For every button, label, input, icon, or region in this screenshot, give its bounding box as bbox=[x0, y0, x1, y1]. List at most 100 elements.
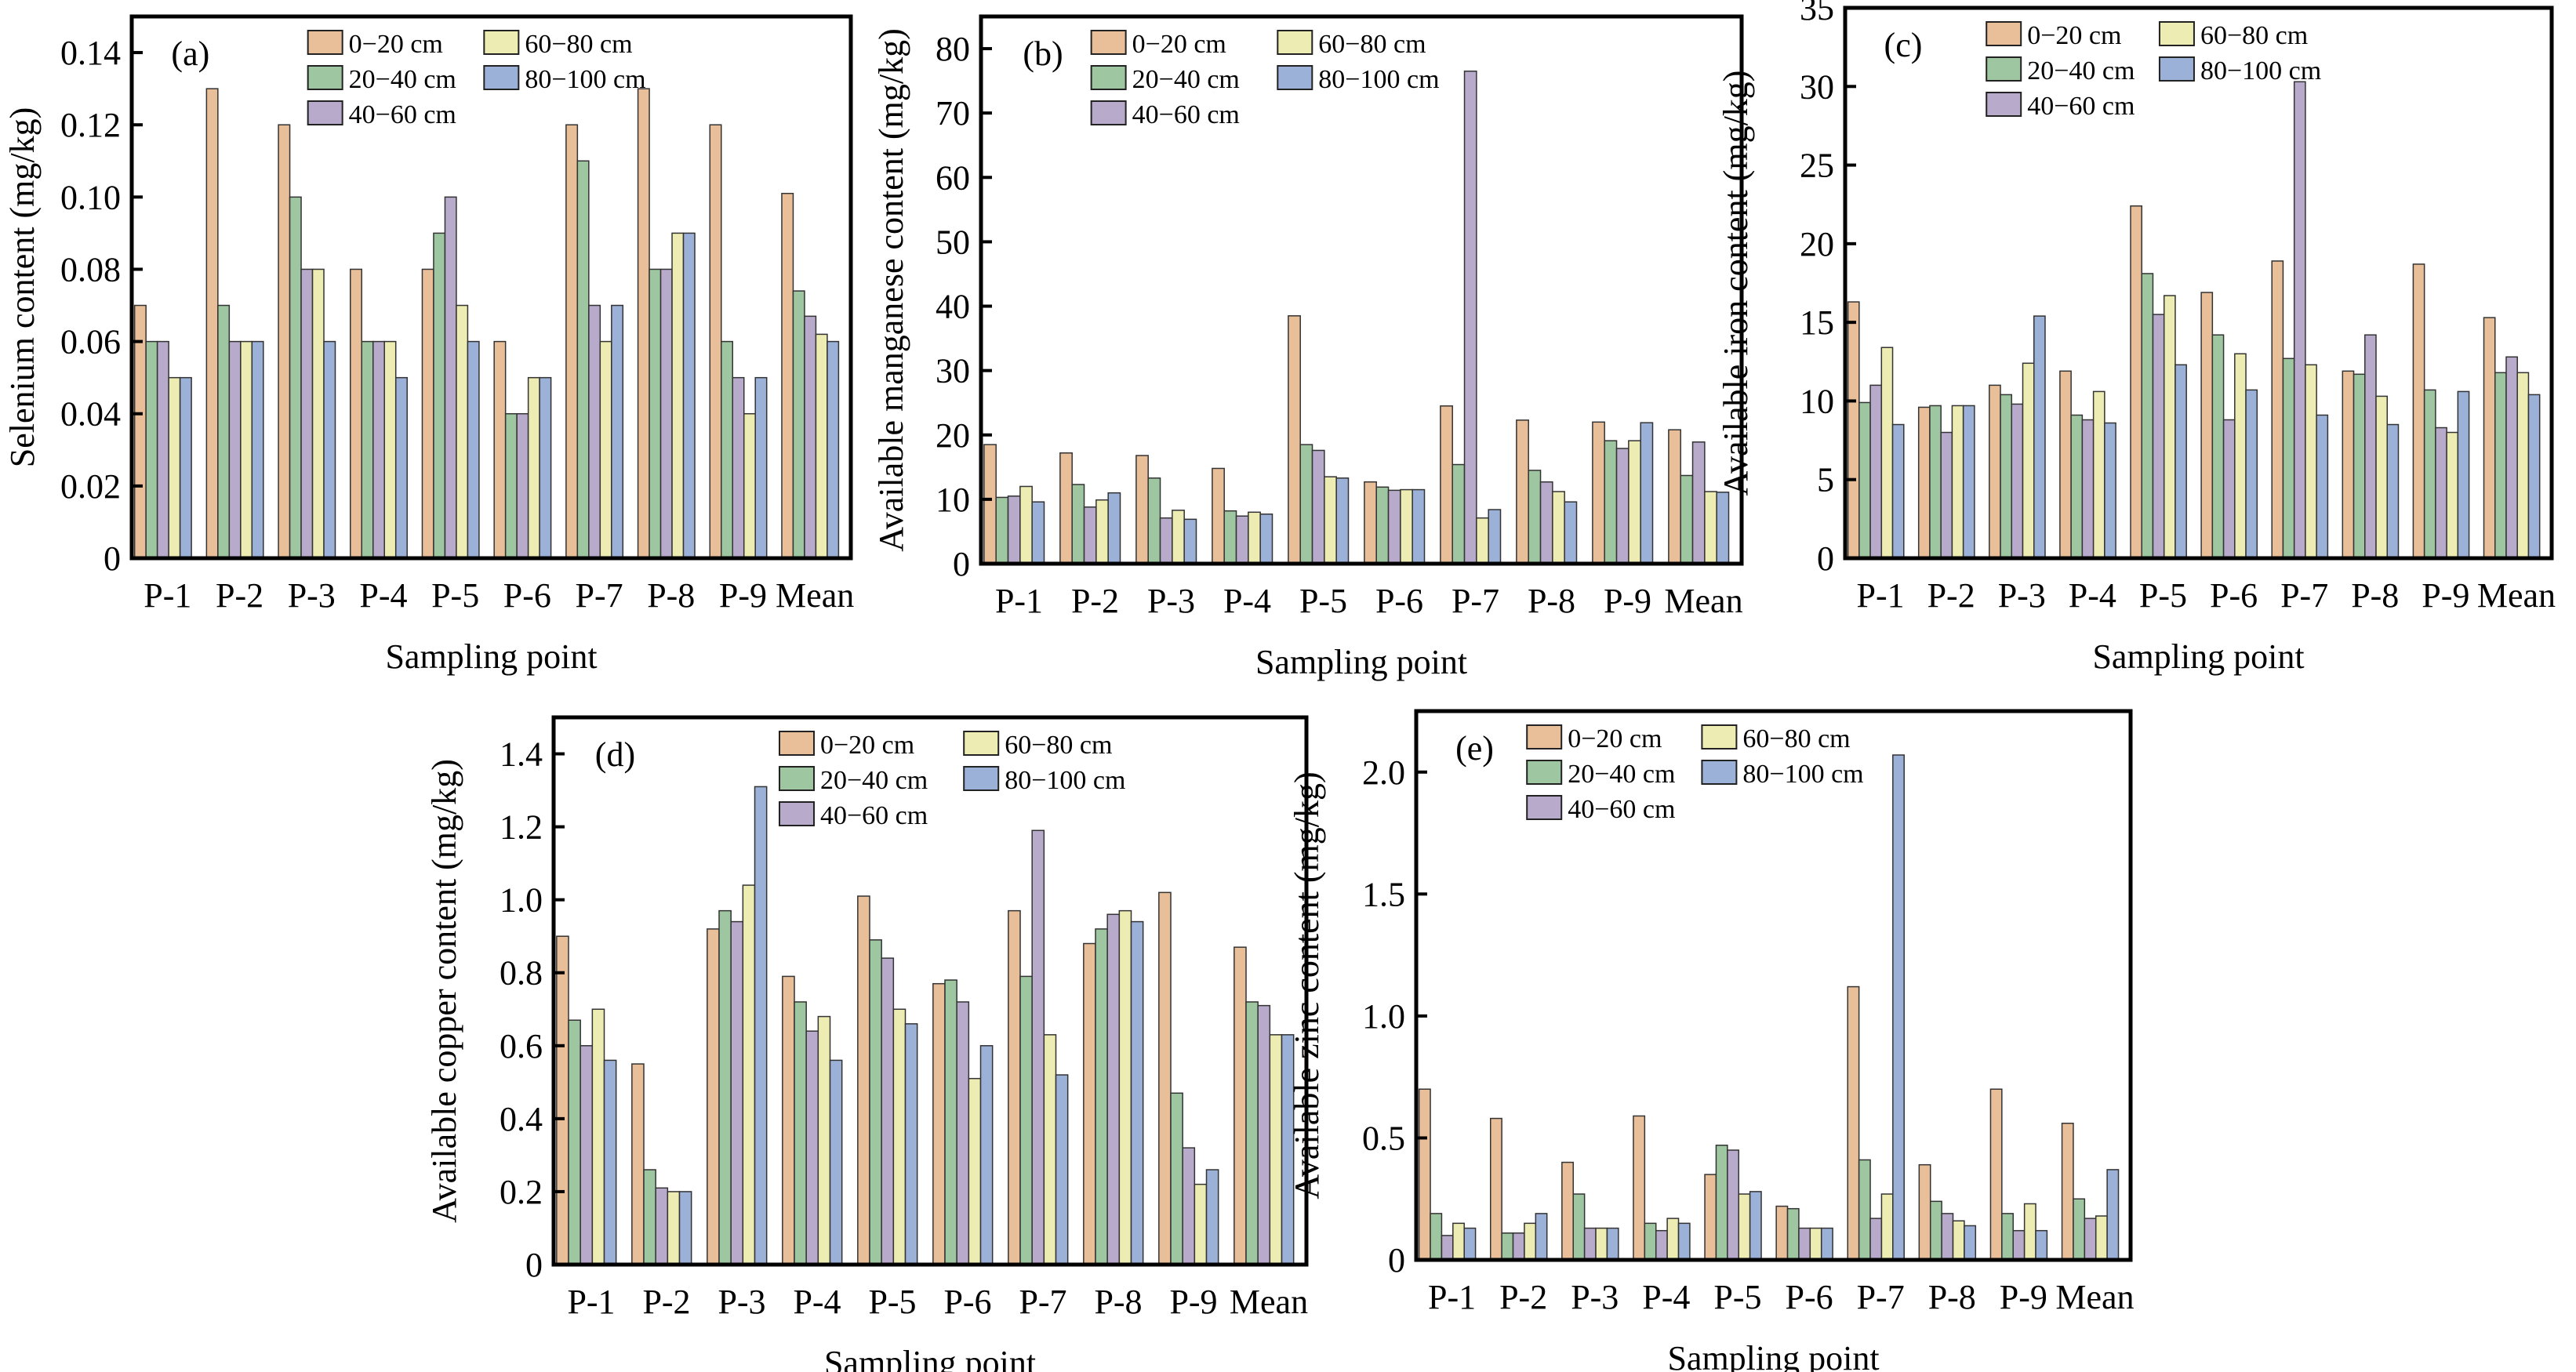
legend-item: 80−100 cm bbox=[483, 65, 646, 94]
bar bbox=[2505, 356, 2518, 559]
y-tick-label: 20 bbox=[1800, 225, 1834, 263]
bar bbox=[1071, 484, 1085, 564]
x-tick-label: P-9 bbox=[719, 576, 767, 615]
bar bbox=[2222, 419, 2236, 559]
legend-swatch bbox=[1526, 724, 1563, 750]
bar bbox=[576, 160, 590, 559]
legend-item: 0−20 cm bbox=[1090, 30, 1226, 59]
legend-item: 20−40 cm bbox=[779, 766, 928, 795]
legend-swatch bbox=[2158, 21, 2195, 46]
legend-swatch bbox=[483, 65, 520, 90]
y-tick-label: 0.12 bbox=[60, 106, 121, 144]
bar bbox=[2375, 395, 2388, 559]
bar bbox=[565, 124, 579, 559]
bar bbox=[2527, 394, 2541, 559]
bar bbox=[1083, 506, 1097, 564]
x-axis-label: Sampling point bbox=[1667, 1339, 1879, 1372]
legend-label: 80−100 cm bbox=[1318, 65, 1439, 94]
x-tick-label: P-4 bbox=[1223, 582, 1271, 620]
plot-frame bbox=[979, 14, 1744, 566]
legend-item: 0−20 cm bbox=[1986, 21, 2121, 50]
legend-swatch bbox=[1277, 30, 1313, 55]
x-tick-label: P-4 bbox=[1642, 1278, 1690, 1316]
y-tick-label: 0.02 bbox=[60, 467, 121, 506]
y-tick-label: 10 bbox=[936, 481, 970, 519]
legend-label: 40−60 cm bbox=[349, 100, 456, 129]
bar bbox=[829, 1059, 843, 1265]
bar bbox=[588, 304, 601, 559]
bar bbox=[1106, 913, 1121, 1265]
legend-swatch bbox=[779, 801, 815, 826]
legend-swatch bbox=[1526, 760, 1563, 785]
bar bbox=[1430, 1213, 1443, 1261]
bar bbox=[1043, 1034, 1057, 1265]
bar bbox=[1158, 891, 1172, 1265]
bar bbox=[1727, 1149, 1739, 1261]
x-tick-label: P-8 bbox=[1528, 582, 1575, 620]
legend-item: 40−60 cm bbox=[779, 801, 928, 830]
y-tick-label: 15 bbox=[1800, 303, 1834, 342]
legend-swatch bbox=[1986, 92, 2022, 117]
bar bbox=[2494, 372, 2507, 559]
bar bbox=[1615, 448, 1630, 564]
bar bbox=[1440, 405, 1453, 564]
bar bbox=[1539, 481, 1553, 564]
bar bbox=[1235, 515, 1249, 564]
bar bbox=[580, 1045, 594, 1265]
panel-label: (b) bbox=[1023, 34, 1063, 73]
bar bbox=[667, 1191, 681, 1265]
bar bbox=[742, 884, 756, 1265]
bar bbox=[1364, 481, 1377, 564]
x-tick-label: P-6 bbox=[1785, 1278, 1833, 1316]
legend-swatch bbox=[779, 731, 815, 756]
bar bbox=[1418, 1088, 1431, 1261]
legend-item: 20−40 cm bbox=[307, 65, 456, 94]
legend-swatch bbox=[1090, 65, 1127, 90]
bar bbox=[2211, 334, 2225, 559]
x-tick-label: P-4 bbox=[793, 1283, 841, 1321]
bar bbox=[1572, 1193, 1586, 1261]
legend-label: 80−100 cm bbox=[1005, 766, 1125, 795]
x-tick-label: P-5 bbox=[2139, 576, 2187, 615]
legend-item: 20−40 cm bbox=[1526, 760, 1675, 789]
panel-label: (d) bbox=[595, 735, 635, 774]
bar bbox=[817, 1015, 831, 1265]
bar bbox=[1809, 1227, 1822, 1261]
bar bbox=[1952, 1220, 1965, 1261]
legend-label: 60−80 cm bbox=[525, 30, 632, 59]
bar bbox=[289, 196, 302, 559]
x-tick-label: P-2 bbox=[216, 576, 263, 615]
legend-label: 60−80 cm bbox=[1005, 731, 1112, 760]
y-tick-label: 0 bbox=[104, 539, 121, 578]
y-tick-label: 1.0 bbox=[500, 881, 543, 920]
y-tick-label: 5 bbox=[1817, 461, 1834, 499]
x-tick-label: P-3 bbox=[288, 576, 336, 615]
bar bbox=[133, 304, 147, 559]
bar bbox=[904, 1023, 918, 1265]
legend-label: 20−40 cm bbox=[349, 65, 456, 94]
bar bbox=[168, 376, 181, 559]
x-tick-label: P-8 bbox=[1928, 1278, 1976, 1316]
bar bbox=[1335, 477, 1350, 564]
legend-swatch bbox=[1701, 760, 1738, 785]
bar bbox=[1019, 485, 1033, 564]
legend-item: 0−20 cm bbox=[307, 30, 443, 59]
bar bbox=[2316, 414, 2329, 559]
bar bbox=[2245, 389, 2258, 559]
legend-item: 60−80 cm bbox=[1277, 30, 1426, 59]
bar bbox=[1257, 1004, 1271, 1265]
bar bbox=[278, 124, 291, 559]
bar bbox=[968, 1077, 982, 1265]
bar bbox=[637, 88, 650, 559]
bar bbox=[1820, 1227, 1833, 1261]
x-tick-label: P-3 bbox=[1571, 1278, 1619, 1316]
bar bbox=[2092, 390, 2105, 559]
bar bbox=[730, 920, 744, 1265]
bar bbox=[707, 928, 720, 1265]
bar bbox=[1738, 1193, 1751, 1261]
x-tick-label: P-9 bbox=[2000, 1278, 2047, 1316]
bar bbox=[145, 340, 158, 559]
bar bbox=[323, 340, 336, 559]
y-tick-label: 0.06 bbox=[60, 323, 121, 361]
bar bbox=[179, 376, 192, 559]
